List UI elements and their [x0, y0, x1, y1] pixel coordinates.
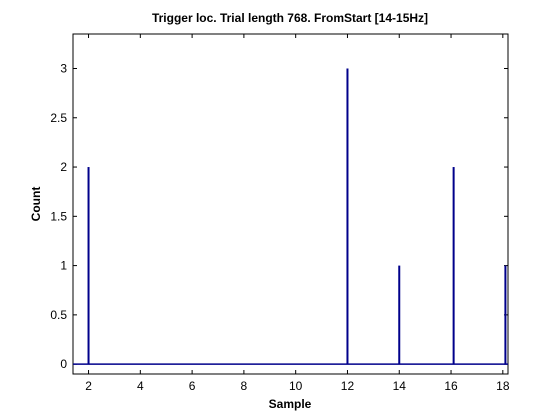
plot-area: [72, 33, 509, 375]
y-axis-ticks: 0 0.5 1 1.5 2 2.5 3: [50, 61, 508, 371]
x-tick-label: 16: [444, 379, 458, 393]
y-tick-label: 3: [60, 61, 67, 75]
y-tick-label: 2: [60, 160, 67, 174]
x-tick-label: 6: [189, 379, 196, 393]
bar: [87, 167, 90, 365]
x-tick-label: 4: [137, 379, 144, 393]
x-axis-ticks: 2 4 6 8 10 12 14 16 18: [85, 34, 510, 393]
y-tick-label: 2.5: [50, 111, 67, 125]
y-tick-label: 1: [60, 259, 67, 273]
chart-title: Trigger loc. Trial length 768. FromStart…: [152, 11, 428, 25]
y-tick-label: 0: [60, 357, 67, 371]
x-tick-label: 14: [393, 379, 407, 393]
y-axis-label: Count: [29, 187, 43, 222]
x-tick-label: 8: [241, 379, 248, 393]
bar: [398, 265, 401, 365]
x-tick-label: 18: [496, 379, 510, 393]
x-tick-label: 10: [289, 379, 303, 393]
y-tick-label: 1.5: [50, 209, 67, 223]
bars: [73, 68, 508, 365]
bar: [346, 68, 349, 365]
bar: [452, 167, 455, 365]
y-tick-label: 0.5: [50, 308, 67, 322]
x-tick-label: 2: [85, 379, 92, 393]
x-axis-label: Sample: [269, 397, 312, 411]
bar: [504, 265, 507, 365]
x-tick-label: 12: [341, 379, 355, 393]
